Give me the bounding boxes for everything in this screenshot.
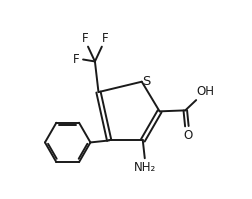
Text: OH: OH: [197, 85, 215, 98]
Text: O: O: [183, 129, 192, 142]
Text: F: F: [102, 32, 108, 45]
Text: F: F: [73, 53, 79, 66]
Text: NH₂: NH₂: [134, 161, 156, 174]
Text: F: F: [82, 32, 89, 45]
Text: S: S: [142, 75, 150, 88]
